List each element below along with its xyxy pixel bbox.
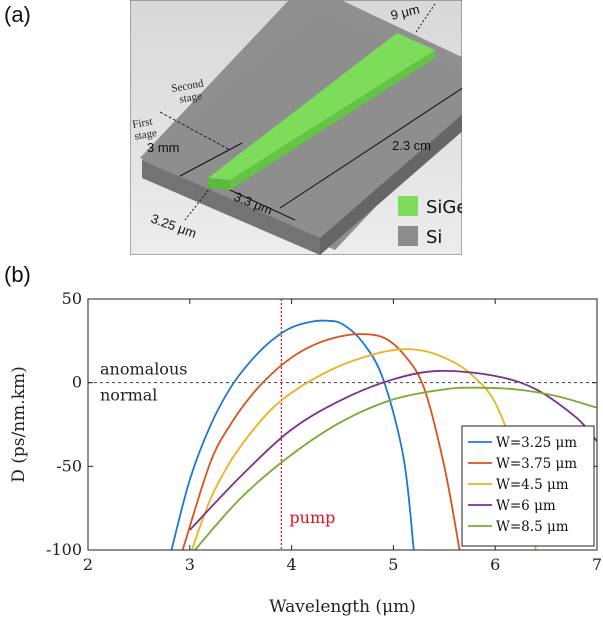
waveguide-illustration: Secondstage Firststage 3 mm 3.25 μm 3.3 … xyxy=(130,0,462,255)
plot-frame xyxy=(87,298,598,551)
x-tick-label-5: 7 xyxy=(592,555,602,574)
legend-label-3: W=6 μm xyxy=(496,498,556,514)
sige-taper-side xyxy=(230,50,435,190)
sige-taper-front xyxy=(208,178,230,190)
series-line-1 xyxy=(181,333,461,550)
x-tick-label-2: 4 xyxy=(287,555,297,574)
axes-group: 2 3 4 5 6 7 -100 -50 0 50 xyxy=(46,289,602,574)
total-length-arrow xyxy=(279,87,462,209)
series-group xyxy=(170,319,597,550)
first-stage-arrow xyxy=(179,142,243,177)
anomalous-label: anomalous xyxy=(100,360,187,379)
dispersion-chart: anomalous normal pump 2 3 4 5 6 7 -100 -50 0 50 W=… xyxy=(9,289,602,617)
total-length-label: 2.3 cm xyxy=(392,138,431,153)
end-width-label: 9 μm xyxy=(389,1,421,23)
x-tick-label-4: 6 xyxy=(490,555,500,574)
series-line-3 xyxy=(189,369,597,531)
first-stage-label: Firststage xyxy=(131,115,158,143)
taper-length-arrow xyxy=(229,189,296,221)
legend-label-2: W=4.5 μm xyxy=(496,477,569,493)
sige-legend-swatch xyxy=(398,196,418,216)
stage-divider-line xyxy=(159,111,231,151)
end-width-line xyxy=(415,3,436,33)
first-stage-length-label: 3 mm xyxy=(147,140,180,155)
si-slab-right-face xyxy=(320,114,462,255)
normal-label: normal xyxy=(100,386,157,405)
y-tick-label-0: -100 xyxy=(46,540,82,559)
si-legend-label: Si xyxy=(426,227,442,248)
x-tick-label-1: 3 xyxy=(185,555,195,574)
start-width-line xyxy=(184,187,211,221)
series-line-4 xyxy=(194,386,597,550)
y-tick-label-2: 0 xyxy=(72,373,82,392)
y-axis-label: D (ps/nm.km) xyxy=(9,366,29,483)
sige-taper-top xyxy=(208,33,435,180)
second-stage-label: Secondstage xyxy=(170,77,207,106)
panel-a-label: (a) xyxy=(4,2,31,27)
x-axis-label: Wavelength (μm) xyxy=(269,597,416,617)
pump-group: pump xyxy=(280,299,335,550)
y-tick-label-3: 50 xyxy=(62,289,82,308)
legend-group: W=3.25 μm W=3.75 μm W=4.5 μm W=6 μm W=8.5 μm xyxy=(461,425,595,547)
legend-label-1: W=3.75 μm xyxy=(496,456,577,472)
pump-label: pump xyxy=(289,508,335,527)
y-tick-label-1: -50 xyxy=(56,456,82,475)
si-legend-swatch xyxy=(398,226,418,246)
panel-b-label: (b) xyxy=(4,262,31,287)
series-line-2 xyxy=(190,348,537,550)
legend-label-4: W=8.5 μm xyxy=(496,519,569,535)
x-tick-label-3: 5 xyxy=(388,555,398,574)
zero-line-group: anomalous normal xyxy=(88,360,597,405)
x-tick-label-0: 2 xyxy=(83,555,93,574)
legend-label-0: W=3.25 μm xyxy=(496,435,577,451)
si-slab-front-face xyxy=(142,160,320,255)
sige-legend-label: SiGe xyxy=(426,197,462,218)
